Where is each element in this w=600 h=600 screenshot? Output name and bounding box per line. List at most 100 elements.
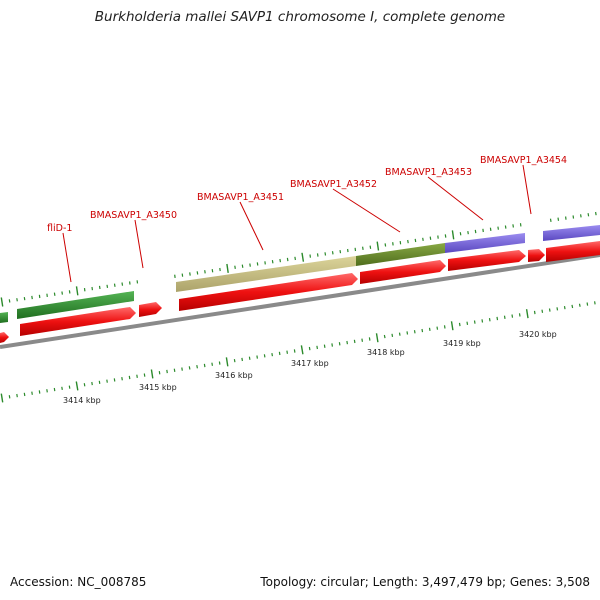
kbp-tick-label: 3415 kbp xyxy=(139,383,177,392)
minor-tick xyxy=(429,236,432,240)
minor-tick xyxy=(503,315,506,319)
minor-tick xyxy=(459,232,462,236)
minor-tick xyxy=(241,264,244,268)
minor-tick xyxy=(594,301,596,305)
minor-tick xyxy=(166,369,168,374)
minor-tick xyxy=(338,342,341,346)
major-tick xyxy=(75,381,79,391)
genome-backbone xyxy=(0,253,600,349)
minor-tick xyxy=(91,381,93,386)
minor-tick xyxy=(548,308,551,312)
minor-tick xyxy=(8,299,11,303)
minor-tick xyxy=(61,291,63,295)
minor-tick xyxy=(578,303,581,307)
cds-arrow xyxy=(448,250,526,271)
minor-tick xyxy=(113,378,116,382)
outer-tick-track xyxy=(0,211,597,307)
gene-label-a3452[interactable]: BMASAVP1_A3452 xyxy=(290,179,377,190)
minor-tick xyxy=(68,290,71,294)
minor-tick xyxy=(121,282,124,286)
minor-tick xyxy=(189,272,191,276)
kbp-tick-label: 3417 kbp xyxy=(291,359,329,368)
gene-label-a3454[interactable]: BMASAVP1_A3454 xyxy=(480,155,567,166)
gene-label-flid[interactable]: fliD-1 xyxy=(47,223,72,234)
minor-tick xyxy=(511,314,514,318)
cds-arrow xyxy=(528,249,545,262)
minor-tick xyxy=(458,322,461,327)
minor-tick xyxy=(428,327,431,331)
major-tick xyxy=(525,309,529,319)
minor-tick xyxy=(211,269,214,273)
kbp-tick-label: 3416 kbp xyxy=(215,371,253,380)
minor-tick xyxy=(204,270,206,274)
minor-tick xyxy=(331,251,334,255)
minor-tick xyxy=(308,346,311,351)
inner-tick-track xyxy=(0,301,596,403)
minor-tick xyxy=(473,320,476,324)
minor-tick xyxy=(497,226,499,230)
minor-tick xyxy=(46,389,48,393)
minor-tick xyxy=(31,391,33,395)
minor-tick xyxy=(279,258,281,263)
minor-tick xyxy=(444,234,447,238)
feature-track xyxy=(0,225,600,323)
leader-line xyxy=(427,176,484,221)
minor-tick xyxy=(173,368,176,372)
minor-tick xyxy=(481,319,484,323)
minor-tick xyxy=(53,387,56,392)
minor-tick xyxy=(136,374,138,378)
major-tick xyxy=(75,286,79,296)
minor-tick xyxy=(203,363,206,368)
minor-tick xyxy=(586,302,589,306)
major-tick xyxy=(226,263,229,274)
minor-tick xyxy=(16,393,18,398)
kbp-tick-label: 3420 kbp xyxy=(519,330,557,339)
minor-tick xyxy=(488,318,491,322)
major-tick xyxy=(451,230,455,240)
major-tick xyxy=(150,369,154,379)
minor-tick xyxy=(256,262,259,266)
major-tick xyxy=(450,321,454,331)
minor-tick xyxy=(362,246,364,250)
minor-tick xyxy=(512,224,514,228)
minor-tick xyxy=(533,310,536,315)
minor-tick xyxy=(8,395,11,399)
feature-bar xyxy=(445,233,525,253)
minor-tick xyxy=(196,364,198,369)
cds-arrow xyxy=(360,260,446,284)
minor-tick xyxy=(384,243,387,247)
major-tick xyxy=(376,241,380,251)
minor-tick xyxy=(580,214,582,218)
minor-tick xyxy=(571,304,574,309)
gene-label-a3453[interactable]: BMASAVP1_A3453 xyxy=(385,167,472,178)
feature-bar xyxy=(543,225,600,241)
leader-line xyxy=(332,188,401,233)
minor-tick xyxy=(143,373,146,377)
minor-tick xyxy=(286,257,289,262)
minor-tick xyxy=(68,385,71,389)
minor-tick xyxy=(188,366,191,370)
minor-tick xyxy=(234,265,236,269)
minor-tick xyxy=(331,343,333,347)
cds-arrow xyxy=(546,241,600,262)
gene-label-a3450[interactable]: BMASAVP1_A3450 xyxy=(90,210,177,221)
feature-bar xyxy=(176,256,356,292)
minor-tick xyxy=(256,355,258,359)
minor-tick xyxy=(406,331,409,335)
minor-tick xyxy=(83,383,86,387)
page-title: Burkholderia mallei SAVP1 chromosome I, … xyxy=(94,9,506,25)
minor-tick xyxy=(241,357,243,362)
minor-tick xyxy=(383,334,386,339)
minor-tick xyxy=(249,263,251,267)
minor-tick xyxy=(286,350,288,354)
minor-tick xyxy=(294,256,296,261)
gene-label-a3451[interactable]: BMASAVP1_A3451 xyxy=(197,192,284,203)
minor-tick xyxy=(414,238,417,243)
leader-line xyxy=(134,219,144,269)
minor-tick xyxy=(556,307,559,311)
minor-tick xyxy=(368,337,371,341)
leader-line xyxy=(62,232,72,283)
leader-line xyxy=(239,201,264,251)
gene-label-leaders xyxy=(62,164,532,283)
